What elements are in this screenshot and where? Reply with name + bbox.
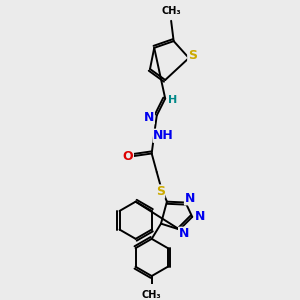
Text: S: S [156, 185, 165, 198]
Text: NH: NH [153, 129, 174, 142]
Text: N: N [144, 111, 154, 124]
Text: S: S [188, 49, 197, 62]
Text: N: N [184, 192, 195, 205]
Text: O: O [123, 149, 133, 163]
Text: CH₃: CH₃ [142, 290, 161, 299]
Text: N: N [178, 227, 189, 240]
Text: N: N [195, 210, 205, 224]
Text: H: H [168, 95, 177, 105]
Text: CH₃: CH₃ [161, 6, 181, 16]
